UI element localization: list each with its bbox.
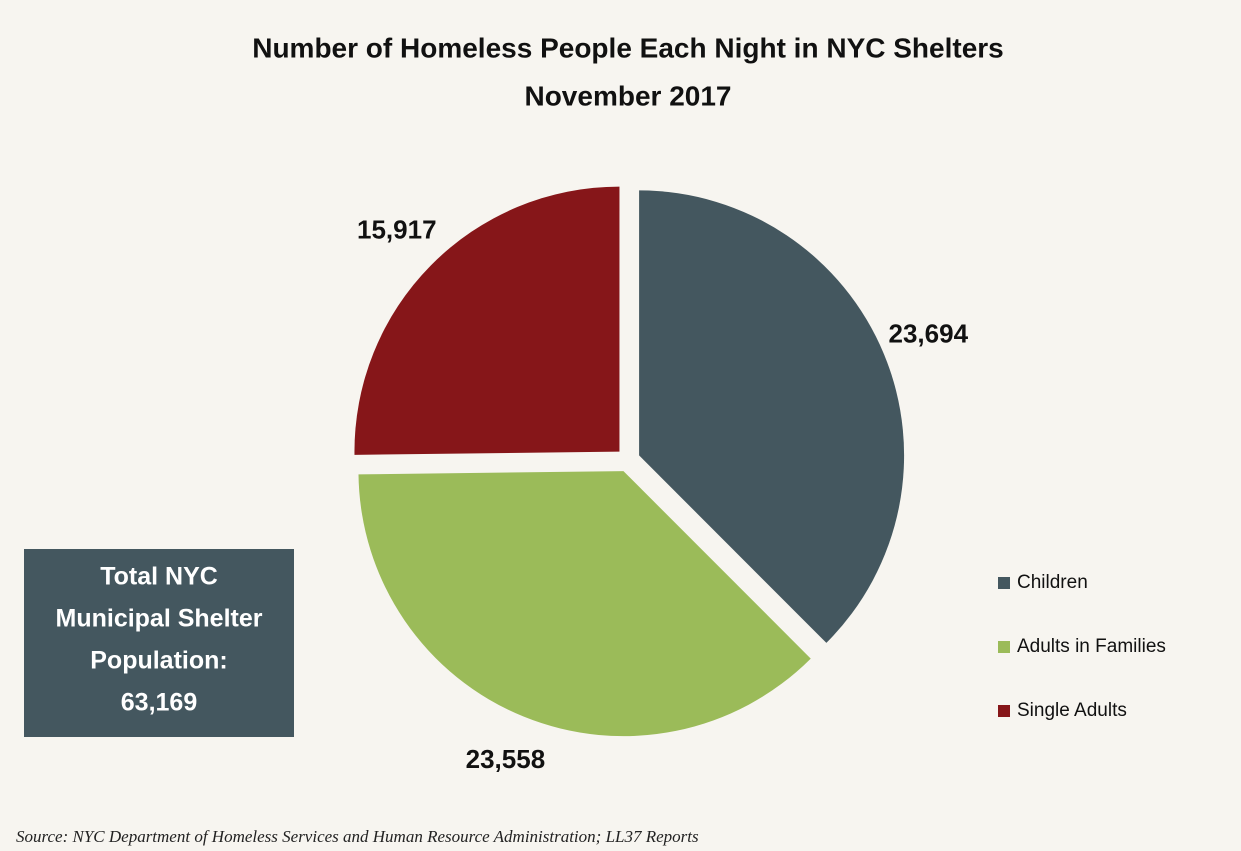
pie-slice (358, 471, 811, 737)
value-label: 23,694 (889, 319, 969, 349)
total-text: Population: (90, 647, 227, 675)
legend-label: Single Adults (1017, 700, 1127, 721)
legend-swatch (998, 641, 1010, 653)
total-box (24, 549, 294, 737)
legend-label: Children (1017, 572, 1088, 593)
chart-title: Number of Homeless People Each Night in … (252, 32, 1004, 63)
chart-subtitle: November 2017 (524, 80, 731, 111)
total-text: Municipal Shelter (56, 605, 263, 633)
legend-swatch (998, 705, 1010, 717)
total-text: 63,169 (121, 689, 197, 717)
pie-slice (639, 190, 905, 643)
value-label: 15,917 (357, 214, 437, 244)
total-text: Total NYC (100, 563, 218, 591)
value-label: 23,558 (466, 744, 546, 774)
legend-label: Adults in Families (1017, 636, 1166, 657)
pie-slice (354, 186, 620, 455)
source: Source: NYC Department of Homeless Servi… (16, 827, 699, 846)
legend-swatch (998, 577, 1010, 589)
